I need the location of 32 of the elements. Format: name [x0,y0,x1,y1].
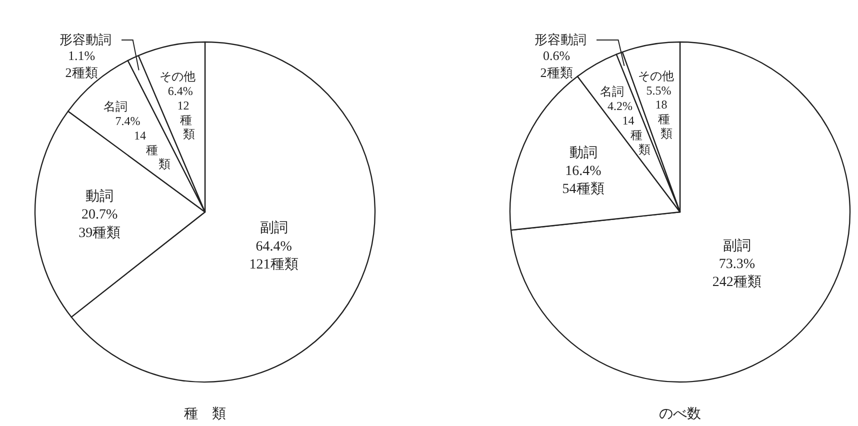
text: 2種類 [65,64,98,80]
text: 2種類 [540,64,573,80]
slice-label: 副詞 [722,238,751,254]
data-label: 4.2% [608,99,633,114]
text: 種 類 [184,406,226,422]
text: 14種類 [134,128,170,172]
data-label: 73.3% [718,257,756,272]
data-label: 64.4% [256,239,292,254]
text: 54種類 [562,181,604,198]
slice-label: 形容動詞 [534,32,586,47]
slice-label: その他 [159,70,196,84]
text: 12種類 [177,98,196,142]
text: 242種類 [712,274,762,290]
data-label: 7.4% [115,114,140,128]
text: 39種類 [78,224,121,241]
text: 121種類 [249,256,298,273]
slice-label: 動詞 [86,188,114,204]
slice-label: その他 [638,68,674,83]
slice-label: 動詞 [569,144,598,161]
data-label: 20.7% [82,208,118,223]
slice-label: 名詞 [600,84,624,99]
slice-label: 形容動詞 [60,32,112,47]
slice-label: 副詞 [260,220,288,236]
text: 14種類 [622,114,651,156]
data-label: 1.1% [68,48,96,63]
text: のべ数 [659,406,701,422]
text: 18種類 [655,98,672,140]
data-label: 5.5% [646,83,672,98]
data-label: 0.6% [542,48,570,63]
data-label: 16.4% [565,164,602,180]
data-label: 6.4% [168,84,193,98]
slice-label: 名詞 [104,100,128,114]
